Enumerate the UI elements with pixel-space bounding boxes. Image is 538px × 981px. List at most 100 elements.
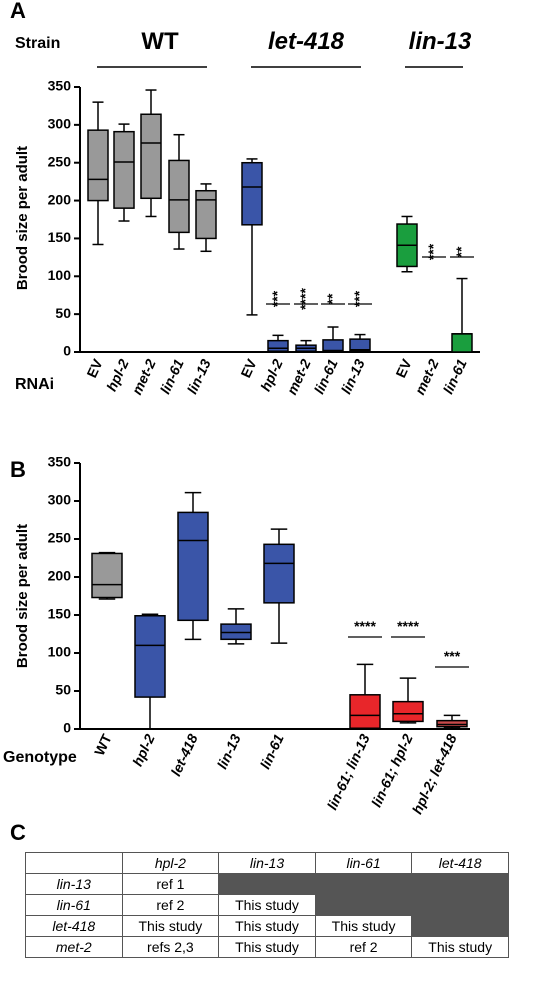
y-tick-label: 350 <box>48 78 72 94</box>
box-iqr <box>267 339 289 352</box>
table-cell-shaded <box>411 873 509 895</box>
table-cell: This study <box>314 915 413 937</box>
strain-label: Strain <box>15 35 60 52</box>
box-iqr <box>263 543 295 604</box>
significance-label: *** <box>351 290 367 307</box>
box-lin-61-hpl-2: **** <box>391 618 425 724</box>
significance-label: *** <box>425 243 441 260</box>
y-tick-label: 200 <box>48 191 72 207</box>
table-header-cell: let-418 <box>411 852 509 874</box>
box-iqr <box>113 130 135 209</box>
table-row-label: lin-13 <box>25 873 123 895</box>
panel-b-ylabel: Brood size per adult <box>14 524 31 668</box>
significance-label: ** <box>324 293 340 304</box>
table-header-row: hpl-2 lin-13 lin-61 let-418 <box>25 852 509 874</box>
box-iqr <box>451 333 473 353</box>
box-iqr <box>134 615 166 698</box>
significance-label: **** <box>297 288 313 310</box>
y-tick-label: 0 <box>63 720 71 736</box>
table-row: met-2 refs 2,3 This study ref 2 This study <box>25 936 509 958</box>
box-lin-61 <box>263 528 295 644</box>
table-row-label: met-2 <box>25 936 123 958</box>
group-label-lin-13: lin-13 <box>409 28 472 55</box>
box-iqr <box>322 339 344 352</box>
y-tick-label: 350 <box>48 454 72 470</box>
box-lin-13 <box>220 608 252 645</box>
y-tick-label: 50 <box>55 682 71 698</box>
x-tick-label: lin-13 <box>214 731 244 771</box>
x-tick-label: lin-61 <box>157 356 187 396</box>
x-tick-label: lin-13 <box>338 356 368 396</box>
x-tick-label: WT <box>91 731 115 758</box>
box-hpl-2: *** <box>266 290 290 353</box>
table-header-cell <box>25 852 123 874</box>
box-iqr <box>177 511 209 622</box>
box-ev <box>396 215 418 273</box>
genotype-label: Genotype <box>3 749 77 766</box>
significance-label: *** <box>269 290 285 307</box>
x-tick-label: EV <box>237 356 260 380</box>
table-row-label: lin-61 <box>25 894 123 916</box>
box-lin-61 <box>168 133 190 250</box>
y-tick-label: 200 <box>48 568 72 584</box>
x-tick-label: lin-61 <box>311 356 341 396</box>
table-row: let-418 This study This study This study <box>25 915 509 937</box>
box-iqr <box>349 338 371 352</box>
x-tick-label: met-2 <box>283 356 313 397</box>
box-lin-13: *** <box>348 290 372 353</box>
x-tick-label: lin-61; lin-13 <box>324 731 373 812</box>
x-tick-label: hpl-2 <box>103 356 132 393</box>
box-lin-13 <box>195 183 217 253</box>
y-tick-label: 150 <box>48 606 72 622</box>
panel-a-ylabel: Brood size per adult <box>14 146 31 290</box>
panel-b-chart: 0 50 100 150 200 250 300 350 WT hpl-2 let-418 lin-1… <box>48 454 470 817</box>
box-iqr <box>168 159 190 234</box>
box-lin-61-lin-13: **** <box>348 618 382 730</box>
box-hpl-2-let-418: *** <box>435 648 469 729</box>
box-lin-61: ** <box>321 293 345 353</box>
panel-c-letter: C <box>10 820 26 845</box>
y-tick-label: 250 <box>48 153 72 169</box>
box-hpl-2 <box>134 613 166 730</box>
box-lin-61: ** <box>450 246 474 353</box>
box-iqr <box>392 700 424 723</box>
box-iqr <box>241 161 263 226</box>
table-row: lin-13 ref 1 <box>25 873 509 895</box>
x-tick-label: EV <box>83 356 106 380</box>
table-cell-shaded <box>218 873 316 895</box>
box-iqr <box>349 694 381 729</box>
panel-a-chart: 050100150200250300350EVhpl-2met-2lin-61l… <box>48 78 480 397</box>
table-cell-shaded <box>411 894 509 916</box>
reference-table: hpl-2 lin-13 lin-61 let-418 lin-13 ref 1 lin-6… <box>25 852 509 958</box>
x-tick-label: lin-13 <box>184 356 214 396</box>
box-iqr <box>220 623 252 641</box>
table-cell: This study <box>218 915 316 937</box>
x-tick-label: lin-61 <box>257 731 287 771</box>
x-tick-label: EV <box>392 356 415 380</box>
box-iqr <box>436 719 468 728</box>
table-cell: This study <box>218 894 316 916</box>
box-iqr <box>140 113 162 200</box>
box-iqr <box>195 189 217 240</box>
table-header-cell: lin-13 <box>218 852 316 874</box>
box-ev <box>87 101 109 246</box>
y-tick-label: 100 <box>48 267 72 283</box>
table-header-cell: lin-61 <box>314 852 413 874</box>
table-header-cell: hpl-2 <box>121 852 220 874</box>
table-row: lin-61 ref 2 This study <box>25 894 509 916</box>
table-cell: refs 2,3 <box>121 936 220 958</box>
x-tick-label: met-2 <box>128 356 158 397</box>
box-met-2 <box>140 89 162 218</box>
significance-label: *** <box>444 648 461 664</box>
table-cell: ref 2 <box>121 894 220 916</box>
panel-a-letter: A <box>10 0 26 23</box>
x-tick-label: hpl-2; let-418 <box>409 731 460 816</box>
y-tick-label: 100 <box>48 644 72 660</box>
y-tick-label: 250 <box>48 530 72 546</box>
x-tick-label: let-418 <box>167 731 200 778</box>
table-cell: ref 1 <box>121 873 220 895</box>
table-row-label: let-418 <box>25 915 123 937</box>
box-ev <box>241 158 263 316</box>
table-cell: ref 2 <box>314 936 413 958</box>
